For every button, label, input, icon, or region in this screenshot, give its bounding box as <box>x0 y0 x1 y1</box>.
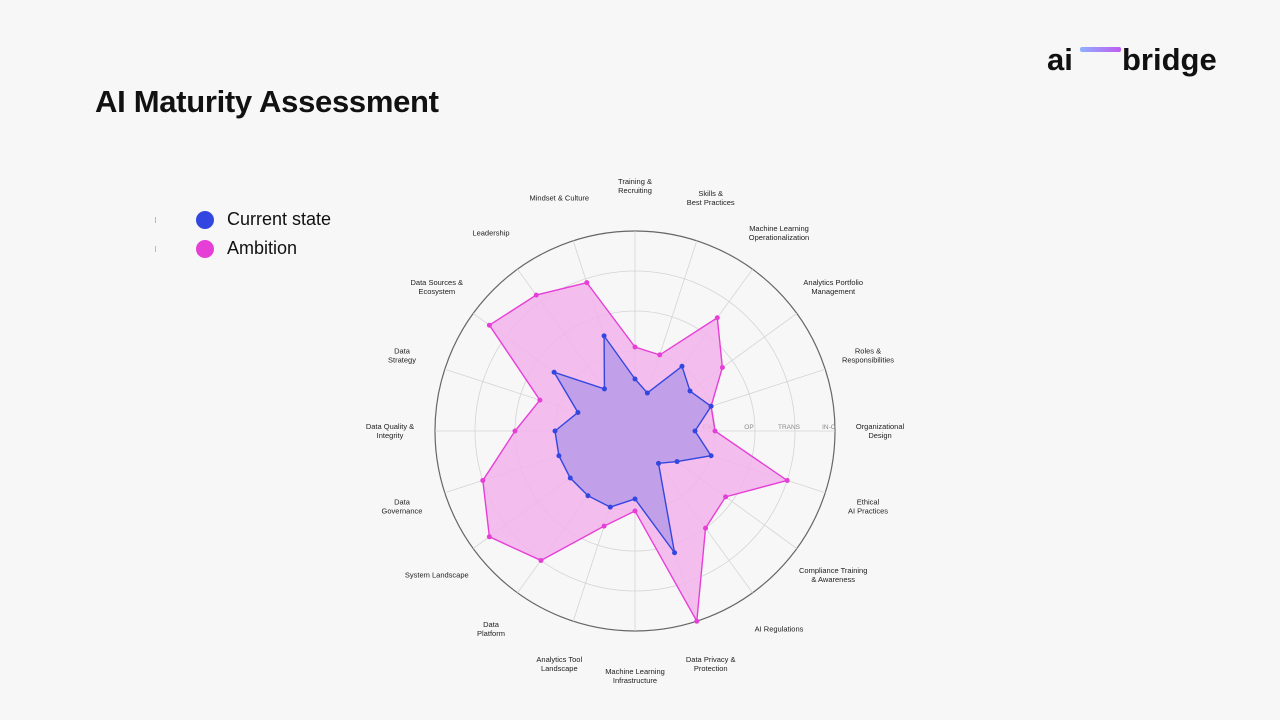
axis-label: Training & Recruiting <box>618 177 652 195</box>
axis-label: Organizational Design <box>856 422 905 440</box>
current-state-point <box>607 504 613 510</box>
current-state-point <box>552 428 558 434</box>
ambition-point <box>584 280 590 286</box>
axis-label: Skills & Best Practices <box>687 189 735 207</box>
axis-label: Compliance Training & Awareness <box>799 566 867 584</box>
ambition-point <box>533 292 539 298</box>
current-state-point <box>679 363 685 369</box>
current-state-point <box>585 493 591 499</box>
ambition-point <box>712 428 718 434</box>
axis-label: Data Sources & Ecosystem <box>411 278 464 296</box>
current-state-point <box>601 386 607 392</box>
ambition-point <box>719 365 725 371</box>
ring-label: OP <box>744 424 753 431</box>
ambition-point <box>480 477 486 483</box>
current-state-point <box>674 459 680 465</box>
axis-label: Mindset & Culture <box>529 193 589 202</box>
axis-label: Analytics Portfolio Management <box>803 278 863 296</box>
axis-label: Leadership <box>472 228 509 237</box>
axis-label: Machine Learning Infrastructure <box>605 667 665 685</box>
ambition-point <box>784 477 790 483</box>
company-logo: ai bridge <box>1047 42 1227 82</box>
current-state-point <box>644 390 650 396</box>
ambition-point <box>632 508 638 514</box>
ambition-point <box>601 523 607 529</box>
logo-bar-icon <box>1080 47 1121 52</box>
current-state-point <box>672 550 678 556</box>
axis-label: Data Governance <box>382 498 423 516</box>
legend-tick <box>155 245 156 252</box>
ambition-point <box>486 322 492 328</box>
current-state-point <box>575 409 581 415</box>
legend-dot-icon <box>196 239 214 258</box>
axis-label: Data Platform <box>477 620 505 638</box>
ambition-point <box>694 618 700 624</box>
ambition-point <box>538 557 544 563</box>
ambition-point <box>537 397 543 403</box>
legend-tick <box>155 216 156 223</box>
ring-label: TRANS <box>778 424 801 431</box>
current-state-point <box>656 460 662 466</box>
ambition-point <box>512 428 518 434</box>
logo-right-text: bridge <box>1122 42 1217 77</box>
current-state-point <box>708 453 714 459</box>
axis-label: Roles & Responsibilities <box>842 346 894 364</box>
legend-dot-icon <box>196 210 214 229</box>
current-state-point <box>692 428 698 434</box>
current-state-point <box>687 388 693 394</box>
legend-label: Current state <box>227 209 332 229</box>
axis-label: Ethical AI Practices <box>848 498 888 516</box>
page-title: AI Maturity Assessment <box>95 84 439 119</box>
current-state-point <box>632 376 638 382</box>
current-state-point <box>567 475 573 481</box>
ring-label: IN-O <box>822 424 836 431</box>
ambition-point <box>714 315 720 321</box>
axis-label: Analytics Tool Landscape <box>536 655 582 673</box>
current-state-point <box>708 403 714 409</box>
current-state-point <box>556 453 562 459</box>
ambition-point <box>486 534 492 540</box>
axis-label: Machine Learning Operationalization <box>749 224 809 242</box>
legend-label: Ambition <box>227 238 298 258</box>
ambition-point <box>703 525 709 531</box>
axis-label: Data Strategy <box>388 346 416 364</box>
logo-left-text: ai <box>1047 42 1073 77</box>
ambition-point <box>632 344 638 350</box>
ambition-point <box>723 494 729 500</box>
axis-label: Data Quality & Integrity <box>366 422 414 440</box>
current-state-point <box>632 496 638 502</box>
current-state-point <box>551 369 557 375</box>
axis-label: Data Privacy & Protection <box>686 655 736 673</box>
ambition-point <box>657 352 663 358</box>
axis-label: System Landscape <box>405 571 469 580</box>
axis-label: AI Regulations <box>755 625 804 634</box>
current-state-point <box>601 333 607 339</box>
